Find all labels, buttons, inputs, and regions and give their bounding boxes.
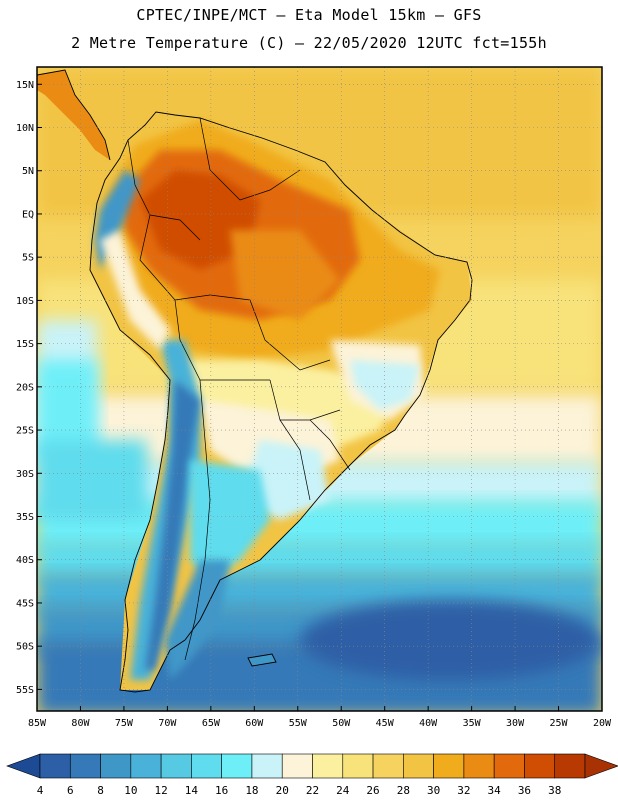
colorbar-label: 28 (397, 784, 410, 797)
colorbar-swatch (69, 753, 101, 779)
colorbar-swatch (39, 753, 71, 779)
lat-label: 35S (16, 512, 34, 523)
colorbar-label: 26 (366, 784, 379, 797)
lon-label: 50W (332, 718, 351, 729)
colorbar-label: 18 (245, 784, 258, 797)
lon-label: 40W (419, 718, 438, 729)
colorbar-swatch (251, 753, 283, 779)
colorbar-swatch (372, 753, 404, 779)
colorbar-swatch (524, 753, 556, 779)
colorbar-label: 36 (518, 784, 531, 797)
colorbar-label: 34 (488, 784, 502, 797)
colorbar-swatch (281, 753, 313, 779)
lat-label: 20S (16, 382, 34, 393)
colorbar-label: 32 (457, 784, 470, 797)
colorbar-swatch (191, 753, 222, 779)
colorbar-swatch (493, 753, 525, 779)
colorbar-low-arrow (6, 753, 41, 779)
colorbar-swatch (433, 753, 465, 779)
lon-label: 20W (593, 718, 612, 729)
colorbar-swatch (554, 753, 586, 779)
colorbar-label: 8 (97, 784, 104, 797)
lon-label: 55W (289, 718, 308, 729)
axis-labels: 15N 10N 5N EQ 5S 10S 15S 20S 25S 30S 35S 40S 45S 50S 5… (16, 80, 612, 729)
lat-label: 50S (16, 642, 34, 653)
title-line-2: 2 Metre Temperature (C) – 22/05/2020 12U… (71, 34, 547, 52)
colorbar-label: 30 (427, 784, 440, 797)
temperature-field (37, 67, 602, 711)
lat-label: 5N (22, 166, 34, 177)
colorbar-swatch (312, 753, 344, 779)
colorbar-label: 20 (276, 784, 289, 797)
lat-label: 10S (16, 296, 34, 307)
colorbar-swatch (403, 753, 434, 779)
coastlines (37, 69, 473, 693)
colorbar-label: 22 (306, 784, 319, 797)
lat-label: 40S (16, 555, 34, 566)
lat-label: EQ (22, 209, 34, 220)
lon-label: 45W (376, 718, 395, 729)
lon-label: 35W (463, 718, 482, 729)
colorbar-swatch (100, 753, 132, 779)
title-line-1: CPTEC/INPE/MCT – Eta Model 15km – GFS (136, 6, 482, 24)
lon-label: 80W (71, 718, 90, 729)
colorbar-label: 10 (124, 784, 137, 797)
colorbar: 4 6 8 10 12 14 16 18 20 22 24 26 28 30 32 34 36 38 (6, 753, 618, 797)
lat-label: 45S (16, 598, 34, 609)
lon-label: 25W (550, 718, 569, 729)
map-frame (36, 66, 603, 712)
lon-label: 70W (158, 718, 177, 729)
country-borders (127, 117, 351, 661)
lat-label: 30S (16, 469, 34, 480)
colorbar-label: 4 (37, 784, 44, 797)
lat-label: 15N (16, 80, 34, 91)
lat-label: 10N (16, 123, 34, 134)
colorbar-swatch (342, 753, 374, 779)
colorbar-label: 12 (154, 784, 167, 797)
lat-label: 25S (16, 426, 34, 437)
lon-label: 85W (28, 718, 47, 729)
lon-label: 75W (115, 718, 134, 729)
colorbar-high-arrow (584, 753, 618, 779)
colorbar-label: 16 (215, 784, 228, 797)
colorbar-swatch (130, 753, 162, 779)
lon-label: 65W (202, 718, 221, 729)
colorbar-swatch (221, 753, 253, 779)
colorbar-label: 14 (185, 784, 199, 797)
south-america-land (90, 112, 472, 690)
lat-label: 5S (22, 253, 34, 264)
lat-label: 15S (16, 339, 34, 350)
colorbar-label: 6 (67, 784, 74, 797)
colorbar-label: 24 (336, 784, 350, 797)
colorbar-label: 38 (548, 784, 561, 797)
lat-label: 55S (16, 685, 34, 696)
colorbar-swatch (160, 753, 192, 779)
lon-label: 30W (506, 718, 525, 729)
lon-label: 60W (245, 718, 264, 729)
colorbar-swatch (463, 753, 495, 779)
